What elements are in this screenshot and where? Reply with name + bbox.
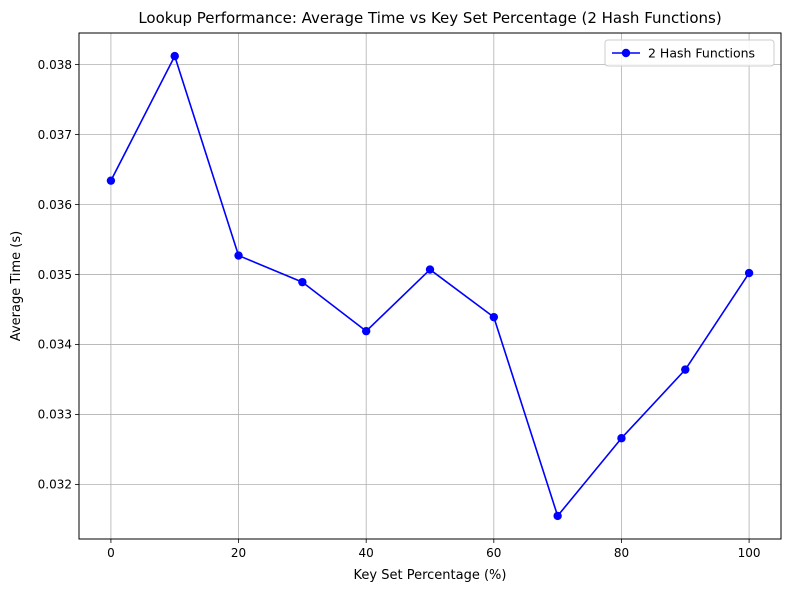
y-tick-label: 0.034 xyxy=(38,338,72,352)
legend-frame xyxy=(604,39,775,67)
x-tick-label: 20 xyxy=(231,546,246,560)
data-point xyxy=(489,312,499,322)
legend: 2 Hash Functions xyxy=(604,39,775,67)
x-tick-label: 80 xyxy=(614,546,629,560)
series-layer xyxy=(106,51,754,521)
y-axis-label: Average Time (s) xyxy=(9,231,24,341)
axis-ticks: 0 20 40 60 80 100 0.032 0.033 0.034 0.035 0.036 0.0… xyxy=(38,58,761,560)
x-tick-label: 0 xyxy=(107,546,115,560)
series-line xyxy=(110,55,750,517)
y-tick-label: 0.035 xyxy=(38,268,72,282)
y-tick-label: 0.037 xyxy=(38,128,72,142)
data-point xyxy=(553,511,562,521)
data-point xyxy=(617,434,626,443)
data-point xyxy=(298,277,307,287)
x-tick-label: 40 xyxy=(359,546,374,560)
data-point xyxy=(361,326,371,336)
data-point xyxy=(234,251,243,260)
chart-title: Lookup Performance: Average Time vs Key … xyxy=(138,9,721,27)
x-tick-label: 60 xyxy=(486,546,501,560)
data-point xyxy=(170,51,179,61)
data-point xyxy=(744,268,754,278)
y-tick-label: 0.036 xyxy=(38,198,72,212)
plot-frame xyxy=(78,32,782,540)
data-point xyxy=(106,176,116,185)
legend-marker xyxy=(621,48,631,58)
x-axis-label: Key Set Percentage (%) xyxy=(354,568,507,583)
legend-label: 2 Hash Functions xyxy=(648,46,755,61)
data-point xyxy=(681,365,690,374)
x-tick-label: 100 xyxy=(738,546,761,560)
y-tick-label: 0.033 xyxy=(38,408,72,422)
data-point xyxy=(425,265,435,274)
grid-lines xyxy=(79,33,781,539)
y-tick-label: 0.032 xyxy=(38,478,72,492)
y-tick-label: 0.038 xyxy=(38,58,72,72)
